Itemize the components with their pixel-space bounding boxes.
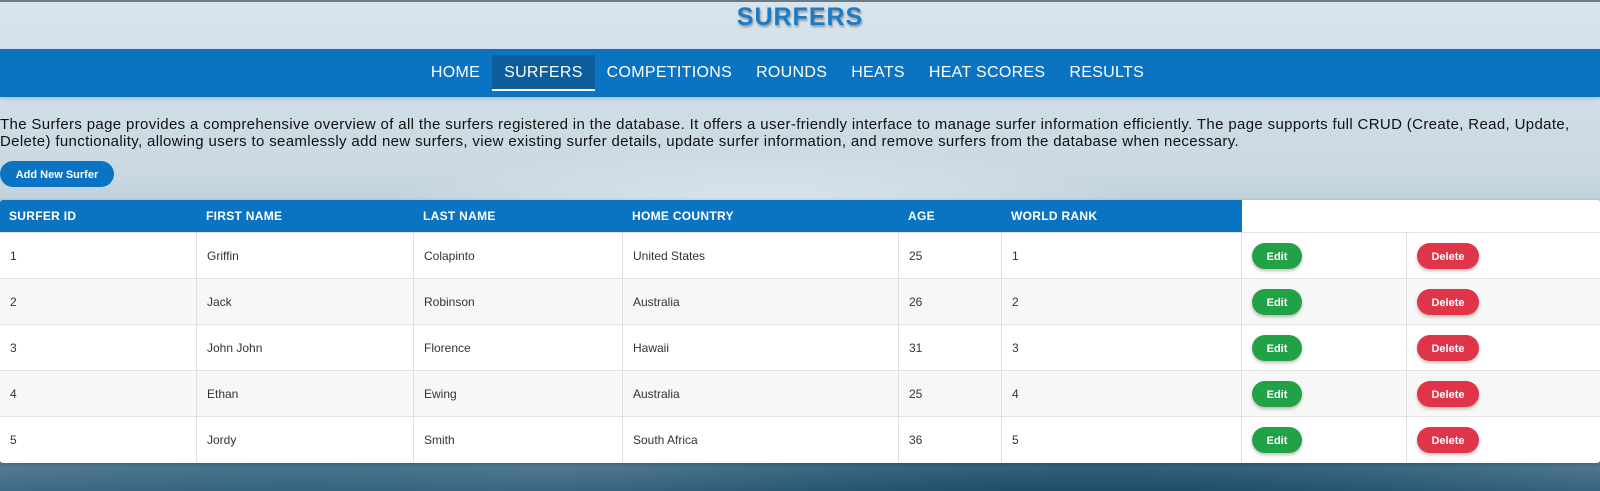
- cell-last-name: Ewing: [414, 371, 623, 416]
- cell-home-country: Australia: [623, 371, 899, 416]
- delete-button[interactable]: Delete: [1417, 334, 1479, 361]
- delete-button[interactable]: Delete: [1417, 380, 1479, 407]
- nav-item-home[interactable]: HOME: [430, 64, 481, 81]
- cell-edit: Edit: [1242, 417, 1407, 462]
- delete-button[interactable]: Delete: [1417, 242, 1479, 269]
- cell-last-name: Smith: [414, 417, 623, 462]
- cell-age: 25: [899, 371, 1002, 416]
- cell-delete: Delete: [1407, 417, 1600, 462]
- cell-age: 25: [899, 233, 1002, 278]
- cell-age: 31: [899, 325, 1002, 370]
- cell-delete: Delete: [1407, 371, 1600, 416]
- cell-home-country: United States: [623, 233, 899, 278]
- cell-delete: Delete: [1407, 233, 1600, 278]
- cell-age: 36: [899, 417, 1002, 462]
- window-top-border: [0, 0, 1600, 2]
- cell-home-country: Australia: [623, 279, 899, 324]
- table-row: 4 Ethan Ewing Australia 25 4 Edit Delete: [0, 370, 1600, 416]
- edit-button[interactable]: Edit: [1252, 334, 1302, 361]
- cell-age: 26: [899, 279, 1002, 324]
- header-age: AGE: [899, 200, 1002, 232]
- edit-button[interactable]: Edit: [1252, 288, 1302, 315]
- cell-world-rank: 3: [1002, 325, 1242, 370]
- header-delete-blank: [1407, 200, 1600, 232]
- cell-world-rank: 1: [1002, 233, 1242, 278]
- header-first-name: FIRST NAME: [197, 200, 414, 232]
- edit-button[interactable]: Edit: [1252, 426, 1302, 453]
- cell-first-name: Griffin: [197, 233, 414, 278]
- cell-edit: Edit: [1242, 233, 1407, 278]
- cell-world-rank: 4: [1002, 371, 1242, 416]
- edit-button[interactable]: Edit: [1252, 380, 1302, 407]
- delete-button[interactable]: Delete: [1417, 426, 1479, 453]
- cell-delete: Delete: [1407, 325, 1600, 370]
- table-row: 5 Jordy Smith South Africa 36 5 Edit Del…: [0, 416, 1600, 462]
- add-new-surfer-button[interactable]: Add New Surfer: [0, 161, 114, 187]
- page-description: The Surfers page provides a comprehensiv…: [0, 116, 1570, 150]
- cell-surfer-id: 1: [0, 233, 197, 278]
- header-last-name: LAST NAME: [414, 200, 623, 232]
- cell-world-rank: 5: [1002, 417, 1242, 462]
- cell-last-name: Robinson: [414, 279, 623, 324]
- cell-first-name: Jordy: [197, 417, 414, 462]
- cell-edit: Edit: [1242, 325, 1407, 370]
- table-row: 3 John John Florence Hawaii 31 3 Edit De…: [0, 324, 1600, 370]
- cell-last-name: Colapinto: [414, 233, 623, 278]
- nav-item-surfers[interactable]: SURFERS: [492, 55, 595, 91]
- table-header-row: SURFER ID FIRST NAME LAST NAME HOME COUN…: [0, 200, 1600, 232]
- header-world-rank: WORLD RANK: [1002, 200, 1242, 232]
- nav-item-rounds[interactable]: ROUNDS: [756, 64, 828, 81]
- nav-item-results[interactable]: RESULTS: [1069, 64, 1145, 81]
- table-row: 1 Griffin Colapinto United States 25 1 E…: [0, 232, 1600, 278]
- header-home-country: HOME COUNTRY: [623, 200, 899, 232]
- cell-delete: Delete: [1407, 279, 1600, 324]
- cell-last-name: Florence: [414, 325, 623, 370]
- header-edit-blank: [1242, 200, 1407, 232]
- cell-world-rank: 2: [1002, 279, 1242, 324]
- table-row: 2 Jack Robinson Australia 26 2 Edit Dele…: [0, 278, 1600, 324]
- nav-item-competitions[interactable]: COMPETITIONS: [606, 64, 733, 81]
- cell-first-name: Ethan: [197, 371, 414, 416]
- cell-home-country: Hawaii: [623, 325, 899, 370]
- nav-list: HOME SURFERS COMPETITIONS ROUNDS HEATS H…: [0, 49, 1600, 97]
- page-title: SURFERS: [736, 3, 864, 31]
- cell-surfer-id: 4: [0, 371, 197, 416]
- delete-button[interactable]: Delete: [1417, 288, 1479, 315]
- cell-surfer-id: 3: [0, 325, 197, 370]
- edit-button[interactable]: Edit: [1252, 242, 1302, 269]
- main-navbar: HOME SURFERS COMPETITIONS ROUNDS HEATS H…: [0, 49, 1600, 97]
- surfers-table: SURFER ID FIRST NAME LAST NAME HOME COUN…: [0, 200, 1600, 463]
- cell-surfer-id: 2: [0, 279, 197, 324]
- cell-first-name: John John: [197, 325, 414, 370]
- nav-item-heat-scores[interactable]: HEAT SCORES: [928, 64, 1046, 81]
- cell-first-name: Jack: [197, 279, 414, 324]
- cell-home-country: South Africa: [623, 417, 899, 462]
- nav-item-heats[interactable]: HEATS: [851, 64, 905, 81]
- cell-edit: Edit: [1242, 371, 1407, 416]
- cell-edit: Edit: [1242, 279, 1407, 324]
- cell-surfer-id: 5: [0, 417, 197, 462]
- header-surfer-id: SURFER ID: [0, 200, 197, 232]
